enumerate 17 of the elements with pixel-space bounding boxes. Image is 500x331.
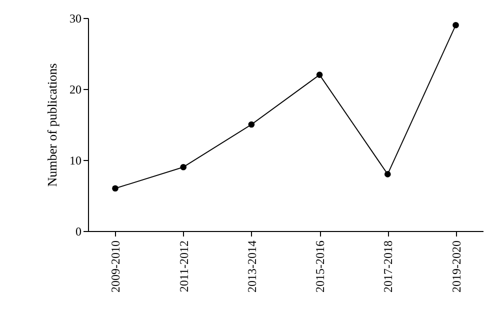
y-tick-label: 20	[70, 82, 82, 96]
x-tick-label: 2017-2018	[381, 240, 396, 292]
y-tick-label: 10	[70, 154, 82, 168]
point	[452, 22, 459, 28]
point	[248, 121, 255, 128]
x-tick-label: 2015-2016	[313, 240, 328, 292]
y-tick-label: 0	[76, 224, 82, 238]
x-tick-label: 2019-2020	[449, 240, 464, 292]
point	[180, 164, 187, 170]
point	[384, 171, 391, 178]
x-tick-label: 2009-2010	[108, 240, 123, 292]
x-tick-label: 2011-2012	[176, 240, 191, 292]
y-tick-label: 30	[70, 12, 82, 26]
y-axis-title: Number of publications	[44, 63, 60, 187]
x-tick-label: 2013-2014	[244, 240, 259, 292]
point	[112, 185, 118, 192]
point	[316, 72, 323, 78]
